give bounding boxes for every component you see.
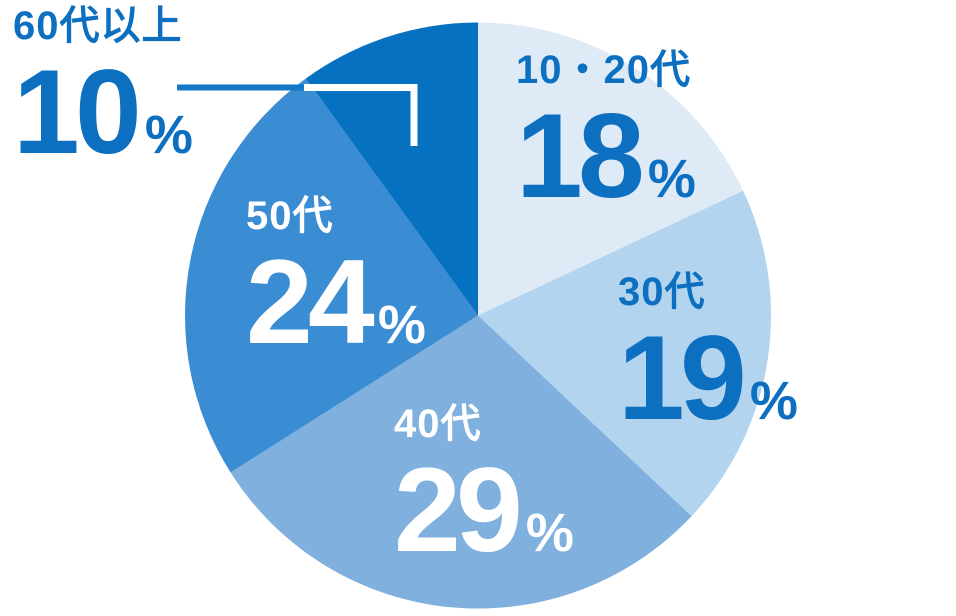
- percent-symbol: %: [647, 149, 696, 209]
- percent-symbol: %: [525, 503, 574, 563]
- slice-label-50s-value: 24%: [246, 242, 426, 362]
- slice-label-30s: 30代 19%: [618, 268, 798, 438]
- callout-line-inner: [304, 84, 418, 146]
- slice-label-40s-value: 29%: [394, 450, 574, 570]
- slice-label-40s: 40代 29%: [394, 400, 574, 570]
- slice-value-number: 10: [13, 45, 142, 179]
- slice-label-10-20s-text: 10・20代: [516, 48, 691, 92]
- slice-label-60plus-text: 60代以上: [13, 4, 183, 48]
- pie-slice-4: [185, 78, 479, 473]
- percent-symbol: %: [144, 105, 193, 165]
- slice-value-number: 18: [516, 89, 645, 223]
- slice-label-30s-value: 19%: [618, 318, 798, 438]
- slice-label-60plus-value: 10%: [13, 52, 193, 172]
- pie-slice-3: [230, 315, 692, 609]
- slice-label-50s-text: 50代: [246, 194, 334, 238]
- slice-label-50s: 50代 24%: [246, 192, 426, 362]
- pie-slices: [185, 22, 772, 609]
- slice-label-60plus: 60代以上 10%: [13, 2, 193, 172]
- pie-slice-1: [478, 22, 744, 316]
- percent-symbol: %: [749, 371, 798, 431]
- slice-label-30s-text: 30代: [618, 270, 706, 314]
- pie-slice-5: [305, 22, 478, 316]
- slice-label-10-20s-value: 18%: [516, 96, 696, 216]
- percent-symbol: %: [377, 295, 426, 355]
- slice-value-number: 29: [394, 443, 523, 577]
- slice-value-number: 24: [246, 235, 375, 369]
- slice-label-40s-text: 40代: [394, 402, 482, 446]
- slice-label-10-20s: 10・20代 18%: [516, 46, 696, 216]
- slice-value-number: 19: [618, 311, 747, 445]
- pie-slice-2: [478, 190, 772, 517]
